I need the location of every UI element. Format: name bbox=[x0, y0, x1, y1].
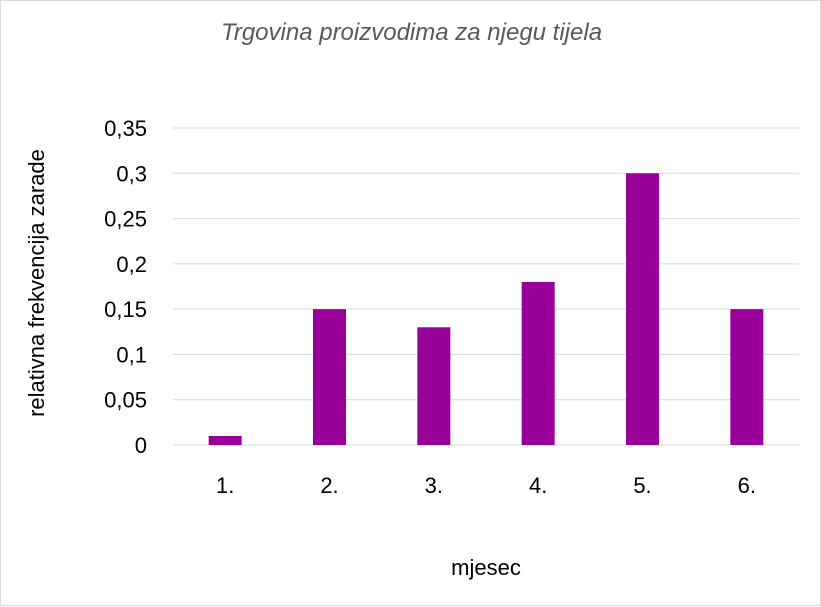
y-tick-label: 0,25 bbox=[104, 207, 147, 232]
y-tick-label: 0,2 bbox=[116, 252, 147, 277]
x-tick-label: 3. bbox=[425, 473, 443, 498]
x-tick-label: 5. bbox=[633, 473, 651, 498]
y-tick-label: 0,3 bbox=[116, 161, 147, 186]
bar bbox=[417, 327, 451, 445]
bar bbox=[626, 173, 659, 446]
y-tick-label: 0,1 bbox=[116, 342, 147, 367]
y-tick-label: 0 bbox=[135, 433, 147, 458]
x-tick-label: 2. bbox=[320, 473, 338, 498]
bar bbox=[208, 435, 242, 445]
x-tick-label: 6. bbox=[738, 473, 756, 498]
x-axis-label: mjesec bbox=[451, 555, 521, 580]
chart-title: Trgovina proizvodima za njegu tijela bbox=[220, 19, 603, 46]
y-tick-label: 0,15 bbox=[104, 297, 147, 322]
y-tick-label: 0,35 bbox=[104, 116, 147, 141]
bar bbox=[730, 309, 764, 445]
x-tick-label: 4. bbox=[529, 473, 547, 498]
bar bbox=[313, 309, 346, 445]
x-tick-label: 1. bbox=[216, 473, 234, 498]
bar bbox=[521, 281, 555, 445]
y-tick-label: 0,05 bbox=[104, 388, 147, 413]
